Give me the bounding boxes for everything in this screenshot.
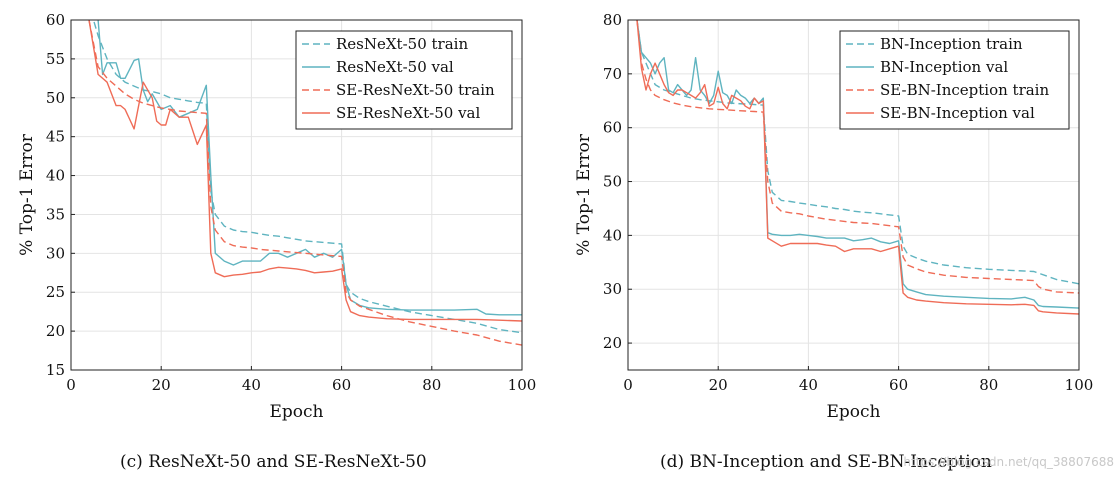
y-axis-label: % Top-1 Error xyxy=(17,133,37,256)
series-line-se-bn-inception-val xyxy=(636,20,1079,315)
y-tick-label: 15 xyxy=(46,361,65,379)
legend-label-se-bn-inception-val: SE-BN-Inception val xyxy=(880,104,1035,122)
x-tick-label: 80 xyxy=(979,376,998,394)
caption-left: (c) ResNeXt-50 and SE-ResNeXt-50 xyxy=(120,452,427,472)
y-tick-label: 20 xyxy=(603,334,622,352)
y-tick-label: 30 xyxy=(46,244,65,262)
legend-label-resnext-50-train: ResNeXt-50 train xyxy=(336,35,468,53)
legend-label-se-resnext-50-val: SE-ResNeXt-50 val xyxy=(336,104,480,122)
x-axis-label: Epoch xyxy=(827,402,881,422)
x-tick-label: 0 xyxy=(623,376,633,394)
series-line-se-resnext-50-val xyxy=(88,20,522,322)
legend-box xyxy=(839,30,1070,130)
legend-label-bn-inception-train: BN-Inception train xyxy=(880,35,1023,53)
y-tick-label: 60 xyxy=(46,11,65,29)
y-tick-label: 50 xyxy=(603,173,622,191)
chart-resnext: 0 20 40 60 80 100 15 20 25 30 35 40 45 50 55 60 Epoch % T… xyxy=(17,11,536,422)
series-line-bn-inception-train xyxy=(636,20,1079,285)
chart-bn-inception: 0 20 40 60 80 100 20 30 40 50 60 70 80 Epoch % Top-1 E… xyxy=(574,11,1093,422)
x-tick-label: 100 xyxy=(508,376,537,394)
axes-frame xyxy=(627,19,1080,371)
y-tick-label: 35 xyxy=(46,205,65,223)
x-tick-label: 40 xyxy=(799,376,818,394)
x-axis-label: Epoch xyxy=(270,402,324,422)
legend: ResNeXt-50 train ResNeXt-50 val SE-ResNeXt… xyxy=(295,30,513,130)
x-tick-label: 80 xyxy=(422,376,441,394)
series-line-resnext-50-train xyxy=(92,20,522,334)
y-tick-label: 30 xyxy=(603,280,622,298)
caption-right: (d) BN-Inception and SE-BN-Inception xyxy=(660,452,992,472)
series-line-resnext-50-val xyxy=(97,20,522,316)
legend-label-resnext-50-val: ResNeXt-50 val xyxy=(336,58,454,76)
y-tick-label: 40 xyxy=(603,226,622,244)
x-tick-label: 60 xyxy=(332,376,351,394)
x-tick-label: 20 xyxy=(152,376,171,394)
y-tick-label: 20 xyxy=(46,322,65,340)
y-tick-label: 80 xyxy=(603,11,622,29)
y-tick-label: 70 xyxy=(603,65,622,83)
x-tick-label: 100 xyxy=(1065,376,1094,394)
legend-label-bn-inception-val: BN-Inception val xyxy=(880,58,1008,76)
x-tick-label: 20 xyxy=(709,376,728,394)
x-tick-label: 0 xyxy=(66,376,76,394)
legend-label-se-resnext-50-train: SE-ResNeXt-50 train xyxy=(336,81,495,99)
legend-box xyxy=(295,30,513,130)
legend-label-se-bn-inception-train: SE-BN-Inception train xyxy=(880,81,1049,99)
x-tick-label: 40 xyxy=(242,376,261,394)
y-axis-label: % Top-1 Error xyxy=(574,133,594,256)
legend: BN-Inception train BN-Inception val SE-BN-… xyxy=(839,30,1070,130)
y-tick-label: 50 xyxy=(46,89,65,107)
y-tick-label: 55 xyxy=(46,50,65,68)
y-tick-label: 60 xyxy=(603,119,622,137)
y-tick-label: 25 xyxy=(46,283,65,301)
x-tick-label: 60 xyxy=(889,376,908,394)
y-tick-label: 45 xyxy=(46,128,65,146)
series-line-se-resnext-50-train xyxy=(88,20,522,346)
series-line-se-bn-inception-train xyxy=(636,20,1079,294)
y-tick-label: 40 xyxy=(46,167,65,185)
axes-frame xyxy=(70,19,523,371)
watermark: https://blog.csdn.net/qq_38807688 xyxy=(903,455,1114,469)
